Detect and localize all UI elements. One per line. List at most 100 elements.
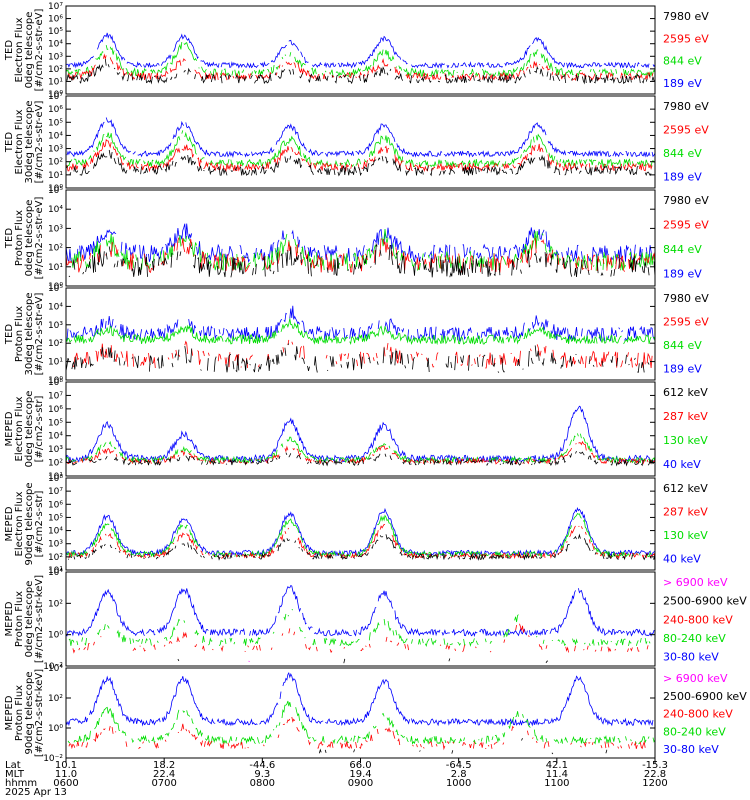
y-tick-label: 10⁶ — [48, 15, 63, 25]
panel-frame — [65, 189, 656, 287]
series-line-4-2 — [73, 340, 654, 368]
series-line-5-1 — [68, 450, 655, 467]
y-axis-label: MEPED — [4, 695, 15, 730]
y-tick-label: 10¹ — [48, 566, 63, 576]
y-axis-label: TED — [4, 324, 15, 345]
legend-entry: 2595 eV — [663, 123, 709, 136]
y-axis-label: 90deg telescope — [24, 482, 35, 565]
series-line-3-1 — [68, 242, 656, 278]
y-tick-label: 10¹ — [48, 263, 63, 273]
panel-frame — [65, 95, 656, 189]
y-tick-label: 10⁶ — [48, 405, 63, 415]
legend-entry: 7980 eV — [663, 100, 709, 113]
y-axis-label: TED — [4, 132, 15, 153]
y-axis-label: Proton Flux — [14, 210, 25, 266]
y-tick-label: 10⁵ — [48, 284, 63, 294]
y-tick-label: 10⁵ — [48, 118, 63, 128]
y-tick-label: 10⁷ — [48, 92, 63, 102]
y-axis-label: 30deg telescope — [24, 100, 35, 183]
panel-frame — [65, 381, 656, 477]
y-axis-label: TED — [4, 228, 15, 249]
legend-entry: > 6900 keV — [663, 672, 728, 685]
series-line-8-5 — [66, 673, 655, 725]
legend-entry: 240-800 keV — [663, 708, 733, 721]
y-tick-label: 10¹ — [48, 77, 63, 87]
y-axis-label: Electron Flux — [14, 396, 25, 461]
legend-entry: 2500-6900 keV — [663, 690, 747, 703]
xaxis-row-label-hhmm: hhmm — [5, 778, 37, 789]
legend-entry: 844 eV — [663, 147, 702, 160]
y-axis-label: Electron Flux — [14, 491, 25, 556]
legend-entry: 287 keV — [663, 505, 708, 518]
legend-entry: 612 keV — [663, 386, 708, 399]
y-axis-label: [#/cm2-s-str-keV] — [34, 669, 45, 757]
y-tick-label: 10¹ — [48, 358, 63, 368]
legend-entry: 844 eV — [663, 243, 702, 256]
y-tick-label: 10³ — [48, 52, 63, 62]
legend-entry: 40 keV — [663, 552, 701, 565]
y-tick-label: 10² — [48, 339, 63, 349]
y-axis-label: Proton Flux — [14, 591, 25, 647]
x-tick-label-hhmm: 0600 — [53, 778, 78, 789]
panel-6: 10¹ 10² 10³ 10⁴ 10⁵ 10⁶ 10⁷ 10⁸ MEPED Electron Fl… — [4, 474, 708, 576]
y-tick-label: 10³ — [48, 321, 63, 331]
y-axis-label: 0deg telescope — [24, 200, 35, 277]
series-line-4-3 — [65, 318, 656, 346]
y-axis-label: Proton Flux — [14, 306, 25, 362]
y-axis-label: Electron Flux — [14, 109, 25, 174]
series-line-8-3 — [69, 717, 655, 749]
y-tick-label: 10⁴ — [48, 664, 63, 674]
y-axis-label: [#/cm2-s-str-eV] — [34, 101, 45, 184]
panel-frame — [65, 477, 656, 571]
legend-entry: 2595 eV — [663, 219, 709, 232]
panel-2: 10⁰ 10¹ 10² 10³ 10⁴ 10⁵ 10⁶ 10⁷ TED Electron Flux… — [4, 92, 709, 194]
legend-entry: 7980 eV — [663, 10, 709, 23]
y-axis-label: MEPED — [4, 601, 15, 636]
legend-entry: 287 keV — [663, 410, 708, 423]
y-tick-label: 10⁴ — [48, 432, 63, 442]
y-tick-label: 10² — [48, 158, 63, 168]
series-line-1-1 — [66, 58, 656, 85]
y-axis-label: MEPED — [4, 411, 15, 446]
legend-entry: 240-800 keV — [663, 613, 733, 626]
series-line-5-4 — [65, 405, 656, 464]
panel-8: 10⁻² 10⁰ 10² 10⁴ MEPED Proton Flux 90deg teles… — [4, 664, 747, 764]
series-line-7-5 — [65, 584, 656, 637]
series-line-1-2 — [68, 55, 655, 80]
y-tick-label: 10¹ — [48, 171, 63, 181]
y-tick-label: 10⁻² — [43, 662, 63, 672]
xaxis-date: 2025 Apr 13 — [5, 787, 67, 798]
legend-entry: 130 keV — [663, 434, 708, 447]
y-tick-label: 10¹ — [48, 472, 63, 482]
x-tick-label-hhmm: 1100 — [544, 778, 569, 789]
y-tick-label: 10⁰ — [48, 184, 63, 194]
y-axis-label: [#/cm2-s-str] — [34, 395, 45, 462]
x-tick-label-hhmm: 1200 — [642, 778, 667, 789]
legend-entry: 189 eV — [663, 268, 702, 281]
panel-1: 10⁰ 10¹ 10² 10³ 10⁴ 10⁵ 10⁶ 10⁷ TED Electron Flux… — [4, 2, 709, 100]
y-tick-label: 10³ — [48, 224, 63, 234]
panel-frame — [65, 667, 656, 759]
y-axis-label: [#/cm2-s-str-eV] — [34, 9, 45, 92]
y-axis-label: [#/cm2-s-str-eV] — [34, 197, 45, 280]
y-axis-label: [#/cm2-s-str-eV] — [34, 293, 45, 376]
y-tick-label: 10⁸ — [48, 378, 63, 388]
panel-5: 10¹ 10² 10³ 10⁴ 10⁵ 10⁶ 10⁷ 10⁸ MEPED Electron Fl… — [4, 378, 708, 482]
y-axis-label: 0deg telescope — [24, 391, 35, 468]
x-tick-label-mlt: 22.4 — [153, 769, 175, 780]
y-tick-label: 10⁴ — [48, 568, 63, 578]
y-tick-label: 10⁷ — [48, 391, 63, 401]
series-line-4-4 — [66, 305, 656, 342]
legend-entry: 844 eV — [663, 55, 702, 68]
y-tick-label: 10⁴ — [48, 131, 63, 141]
y-tick-label: 10⁶ — [48, 500, 63, 510]
x-tick-label-hhmm: 0900 — [348, 778, 373, 789]
y-axis-label: MEPED — [4, 506, 15, 541]
legend-entry: 40 keV — [663, 458, 701, 471]
legend-entry: 189 eV — [663, 77, 702, 90]
y-axis-label: 30deg telescope — [24, 292, 35, 375]
legend-entry: 189 eV — [663, 170, 702, 183]
y-tick-label: 10⁴ — [48, 302, 63, 312]
